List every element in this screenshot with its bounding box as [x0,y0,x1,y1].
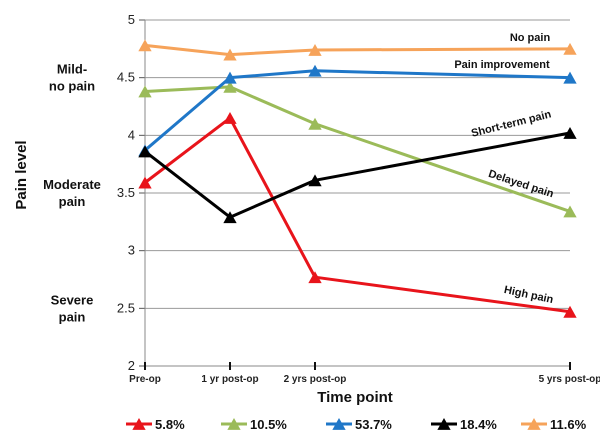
y-tick-label: 4 [128,127,135,142]
data-point [223,80,237,93]
data-point [223,112,237,124]
y-tick-label: 3 [128,243,135,258]
series-line [144,131,571,219]
data-point [223,211,237,224]
y-tick-label: 5 [128,12,135,27]
data-point [308,64,322,77]
legend-swatch-marker [227,418,241,430]
data-point [563,127,577,139]
x-tick-label: 5 yrs post-op [539,374,600,385]
legend-swatch-marker [527,418,541,430]
y-band-label: Severe pain [51,292,94,324]
series-line [144,69,571,152]
legend-label: 53.7% [355,417,392,432]
legend-swatch-marker [437,418,451,430]
y-tick-label: 2 [128,358,135,373]
data-point [138,176,152,189]
data-point [563,42,577,55]
x-axis-title: Time point [317,389,393,406]
y-axis-title: Pain level [13,140,30,209]
data-point [308,117,322,130]
data-point [563,205,577,218]
legend-swatch-marker [332,418,346,430]
data-point [563,71,577,84]
y-band-labels: Mild-no pain Moderate pain Severe pain [43,62,101,325]
legend: 5.8% 10.5% 53.7% 18.4% 11.6% [126,417,587,432]
series-line [144,116,571,314]
legend-swatch-marker [132,418,146,430]
y-band-label: Moderate pain [43,177,101,209]
series-line [144,43,571,57]
data-point [223,71,237,84]
data-point [138,39,152,52]
y-tick-label: 4.5 [117,70,135,85]
series-line [144,85,571,213]
y-tick-label: 3.5 [117,185,135,200]
data-point [308,174,322,187]
series [138,39,577,318]
x-tick-label: Pre-op [129,374,161,385]
legend-label: 11.6% [550,417,587,432]
axes: 2 2.5 3 3.5 4 4.5 5 Pre-op 1 yr post-op 2 yrs pos… [117,12,600,385]
data-point [308,271,322,284]
gridlines [145,19,570,309]
data-point [563,305,577,318]
x-tick-label: 1 yr post-op [201,374,258,385]
series-label: Pain improvement [454,59,550,71]
data-point [138,85,152,98]
legend-label: 18.4% [460,417,497,432]
data-point [138,145,152,158]
series-label: No pain [510,32,551,44]
legend-label: 10.5% [250,417,287,432]
data-point [308,43,322,56]
y-band-label: Mild-no pain [49,62,95,94]
x-tick-label: 2 yrs post-op [284,374,347,385]
data-point [223,48,237,61]
legend-label: 5.8% [155,417,185,432]
y-tick-label: 2.5 [117,300,135,315]
